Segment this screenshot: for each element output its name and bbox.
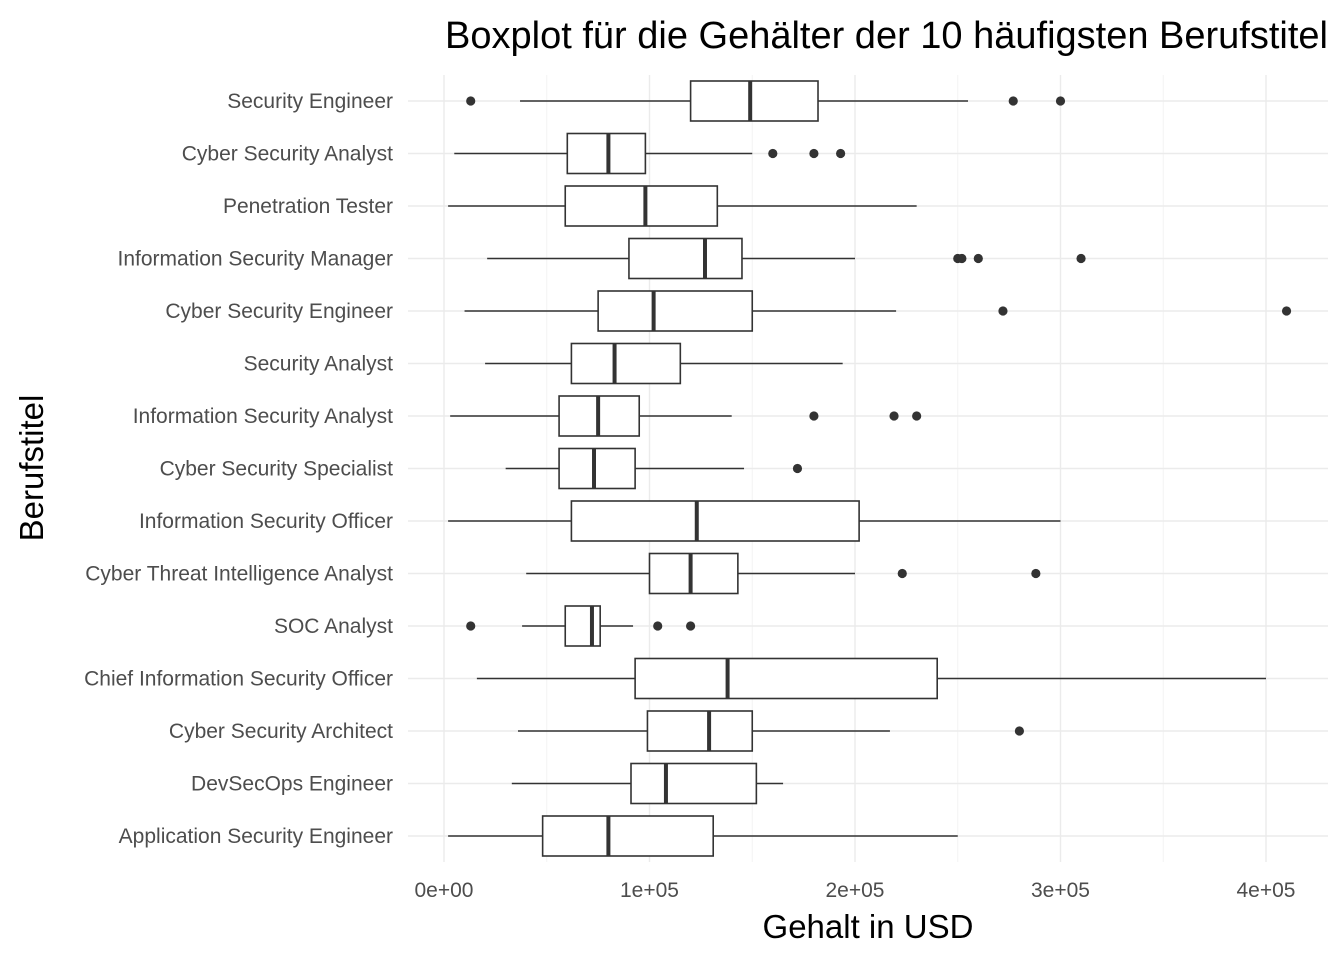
x-tick-label: 3e+05 xyxy=(1031,879,1090,902)
outlier-point xyxy=(792,463,803,474)
outlier-point xyxy=(836,148,846,159)
category-label: SOC Analyst xyxy=(274,615,393,638)
iqr-box xyxy=(570,342,682,385)
box-group xyxy=(450,395,922,437)
iqr-box xyxy=(628,237,743,280)
box-group xyxy=(466,605,696,647)
category-label: Cyber Security Specialist xyxy=(160,458,394,481)
box-group xyxy=(454,132,846,175)
outlier-point xyxy=(1076,253,1086,264)
outlier-point xyxy=(466,621,476,631)
chart-title: Boxplot für die Gehälter der 10 häufigst… xyxy=(445,15,1328,57)
label-layer: 0e+00 1e+05 2e+05 3e+05 4e+05 Security Engine… xyxy=(84,90,1295,902)
outlier-point xyxy=(1008,96,1018,106)
outlier-point xyxy=(1055,96,1066,106)
box-group xyxy=(448,185,917,227)
outlier-point xyxy=(686,621,696,631)
category-label: Information Security Manager xyxy=(118,248,393,271)
iqr-box xyxy=(597,290,754,332)
box-group xyxy=(526,552,1041,595)
category-label: DevSecOps Engineer xyxy=(191,773,393,796)
outlier-point xyxy=(1281,306,1292,316)
category-label: Cyber Security Architect xyxy=(169,720,393,743)
x-tick-label: 2e+05 xyxy=(826,879,885,902)
box-group xyxy=(517,710,1024,752)
x-tick-label: 4e+05 xyxy=(1237,879,1296,902)
box-group xyxy=(466,80,1066,122)
category-label: Security Analyst xyxy=(244,353,394,376)
iqr-box xyxy=(564,185,719,227)
iqr-box xyxy=(689,80,819,122)
outlier-point xyxy=(912,411,922,421)
iqr-box xyxy=(566,132,647,175)
iqr-box xyxy=(570,500,860,542)
outlier-point xyxy=(1031,568,1041,579)
category-label: Cyber Threat Intelligence Analyst xyxy=(85,563,393,586)
box-group xyxy=(485,342,843,385)
category-label: Penetration Tester xyxy=(223,195,393,218)
iqr-box xyxy=(648,552,739,595)
category-label: Information Security Analyst xyxy=(133,405,393,428)
box-group xyxy=(487,237,1086,280)
outlier-point xyxy=(889,411,899,421)
outlier-point xyxy=(466,96,476,106)
category-label: Application Security Engineer xyxy=(119,825,393,848)
box-group xyxy=(505,447,803,490)
outlier-point xyxy=(1014,726,1024,736)
iqr-box xyxy=(630,762,758,805)
outlier-point xyxy=(998,306,1008,316)
box-group xyxy=(476,657,1266,700)
category-label: Cyber Security Engineer xyxy=(165,300,393,323)
box-group xyxy=(448,815,958,857)
box-group xyxy=(448,500,1061,542)
category-label: Information Security Officer xyxy=(139,510,393,533)
outlier-point xyxy=(653,621,663,631)
iqr-box xyxy=(564,605,601,647)
x-axis-title: Gehalt in USD xyxy=(763,908,974,945)
iqr-box xyxy=(646,710,754,752)
outlier-point xyxy=(809,411,819,421)
outlier-point xyxy=(897,568,907,579)
box-group xyxy=(464,290,1292,332)
x-tick-label: 0e+00 xyxy=(415,879,474,902)
category-label: Chief Information Security Officer xyxy=(84,668,393,691)
category-label: Security Engineer xyxy=(227,90,393,113)
outlier-point xyxy=(768,148,778,159)
box-layer xyxy=(448,80,1292,857)
iqr-box xyxy=(541,815,715,857)
y-axis-title: Berufstitel xyxy=(13,395,50,542)
outlier-point xyxy=(973,253,983,264)
box-group xyxy=(511,762,784,805)
outlier-point xyxy=(957,253,967,264)
outlier-point xyxy=(809,148,819,159)
iqr-box xyxy=(558,447,636,490)
iqr-box xyxy=(634,657,938,700)
x-tick-label: 1e+05 xyxy=(620,879,679,902)
category-label: Cyber Security Analyst xyxy=(182,143,393,166)
